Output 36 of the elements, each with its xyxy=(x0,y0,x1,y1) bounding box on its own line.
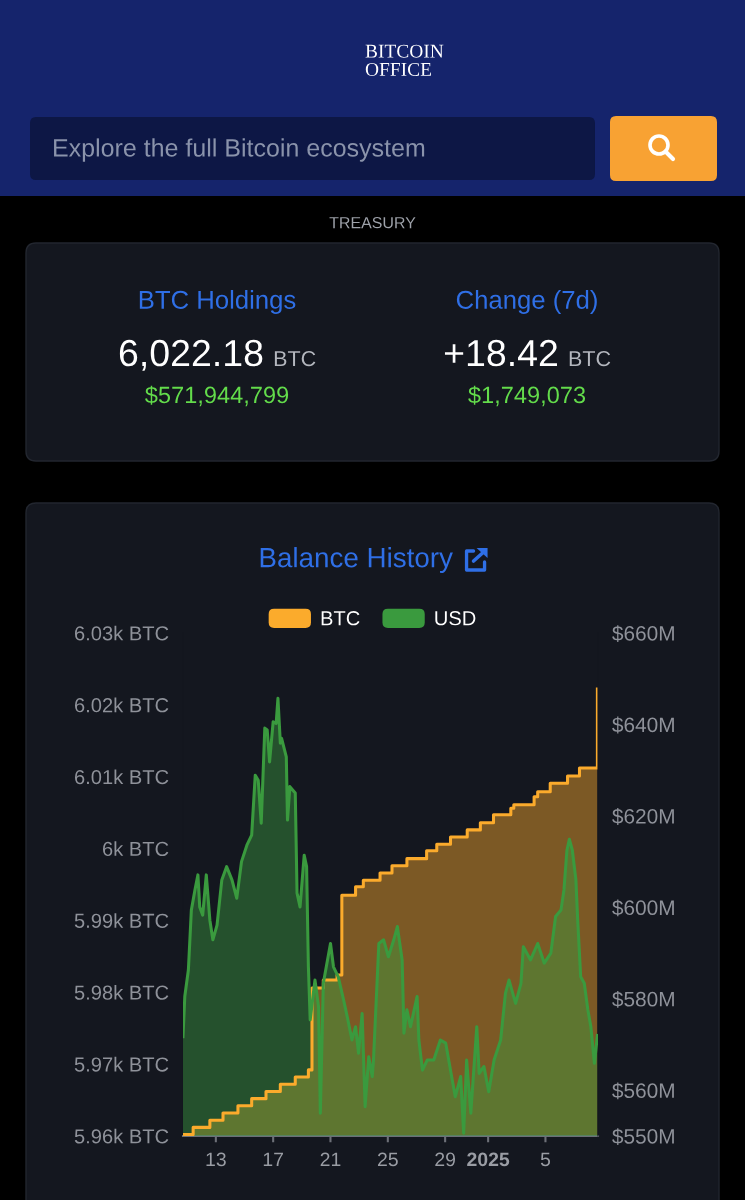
y2-tick-label: $600M xyxy=(612,899,674,917)
x-tick-label: 25 xyxy=(377,1152,398,1167)
y2-tick-label: $560M xyxy=(612,1082,674,1100)
x-tick-label: 17 xyxy=(263,1152,283,1167)
text: $571,944,799 xyxy=(145,385,289,407)
y2-tick-label: $620M xyxy=(612,808,674,825)
y2-tick-label: $660M xyxy=(612,625,674,642)
x-tick-label: 13 xyxy=(206,1152,226,1167)
text: TREASURY xyxy=(329,216,416,229)
y2-tick-label: $550M xyxy=(612,1128,674,1145)
y-tick-label: 5.96k BTC xyxy=(74,1128,169,1144)
x-tick-label: 5 xyxy=(540,1152,551,1167)
text: $1,749,073 xyxy=(468,385,586,407)
x-tick-label: 21 xyxy=(320,1152,341,1167)
y-tick-label: 6.03k BTC xyxy=(75,625,169,641)
text: Change (7d) xyxy=(456,290,597,314)
text: BTC Holdings xyxy=(139,290,296,314)
text: +18.42 xyxy=(444,339,557,367)
y-tick-label: 6.02k BTC xyxy=(75,697,169,713)
text: Explore the full Bitcoin ecosystem xyxy=(54,138,425,162)
legend-label: USD xyxy=(435,611,476,626)
y2-tick-label: $580M xyxy=(612,990,674,1008)
y-tick-label: 5.97k BTC xyxy=(74,1056,169,1072)
text: BTC xyxy=(569,350,611,367)
text: 6,022.18 xyxy=(119,339,263,371)
text: BTC xyxy=(274,350,316,367)
x-tick-label: 2025 xyxy=(467,1152,510,1167)
chart-title: Balance History xyxy=(260,547,453,573)
y2-tick-label: $640M xyxy=(612,716,674,734)
y-tick-label: 6k BTC xyxy=(102,841,169,857)
y-tick-label: 6.01k BTC xyxy=(75,769,169,785)
legend-label: BTC xyxy=(321,611,360,626)
x-tick-label: 29 xyxy=(435,1152,456,1167)
y-tick-label: 5.99k BTC xyxy=(74,913,169,928)
text: BITCOIN OFFICE xyxy=(365,44,444,77)
y-tick-label: 5.98k BTC xyxy=(74,984,169,1000)
